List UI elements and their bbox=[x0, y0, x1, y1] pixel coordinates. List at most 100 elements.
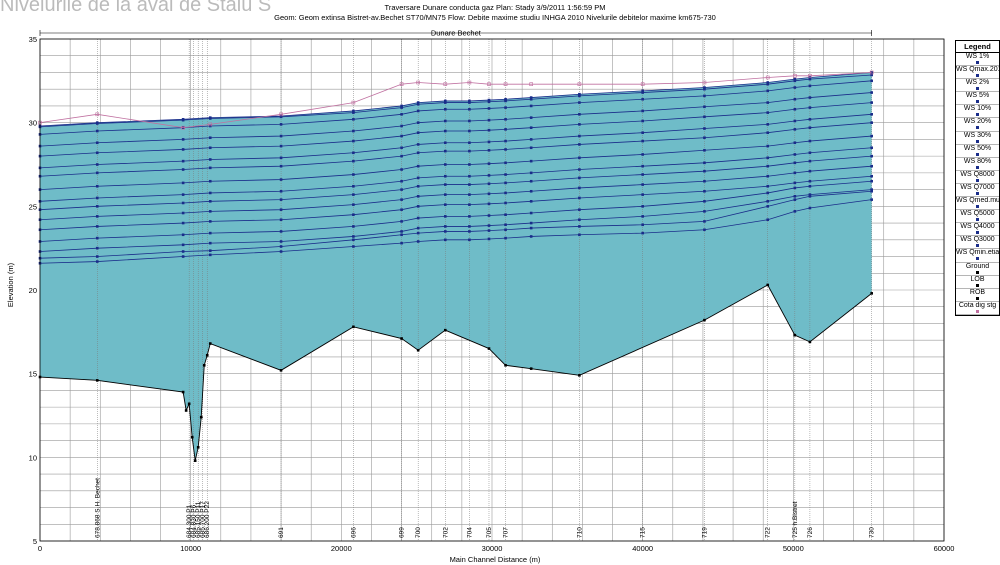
ws-point bbox=[487, 107, 491, 110]
ws-point bbox=[641, 215, 644, 218]
ws-point bbox=[529, 235, 533, 238]
ws-point bbox=[808, 194, 812, 198]
ws-point bbox=[504, 191, 507, 195]
ws-point bbox=[641, 173, 644, 176]
ws-point bbox=[487, 118, 491, 122]
ws-point bbox=[443, 129, 447, 133]
ws-line bbox=[39, 135, 872, 190]
ground-point bbox=[181, 390, 185, 394]
ws-point bbox=[487, 182, 491, 186]
ws-point bbox=[95, 129, 99, 133]
ws-point bbox=[181, 159, 185, 163]
ws-point bbox=[279, 134, 283, 138]
y-tick-label: 25 bbox=[29, 202, 37, 211]
river-station-label: 696 bbox=[350, 527, 357, 538]
ground-point bbox=[352, 325, 355, 329]
river-station-label: 702 bbox=[442, 527, 449, 538]
legend-item-label: WS Qmax.2010 bbox=[956, 66, 999, 74]
legend-item-symbol bbox=[956, 152, 999, 156]
ws-point bbox=[703, 136, 706, 140]
ws-point bbox=[703, 161, 706, 165]
river-station-label: 730 bbox=[869, 527, 876, 538]
ws-point bbox=[400, 220, 403, 223]
ws-point bbox=[808, 106, 812, 109]
ws-line bbox=[39, 92, 872, 147]
ws-point bbox=[181, 255, 185, 258]
ws-point bbox=[208, 146, 212, 150]
legend-item-symbol bbox=[956, 87, 999, 91]
ws-point bbox=[529, 226, 533, 230]
levee-point bbox=[577, 82, 582, 86]
ground-point bbox=[190, 435, 194, 439]
legend-item-symbol bbox=[956, 165, 999, 169]
y-tick-label: 30 bbox=[29, 119, 37, 128]
legend-item-label: WS 30% bbox=[963, 131, 992, 139]
ws-point bbox=[208, 136, 212, 140]
x-tick-label: 60000 bbox=[934, 544, 955, 553]
ws-point bbox=[870, 146, 873, 150]
ws-point bbox=[416, 240, 420, 243]
river-station-label: 705 bbox=[486, 527, 493, 538]
river-station-label: 710 bbox=[576, 527, 583, 538]
legend-item-label: WS 5% bbox=[965, 92, 990, 100]
ws-point bbox=[487, 229, 491, 232]
ws-point bbox=[400, 241, 403, 245]
ws-point bbox=[279, 123, 283, 126]
ws-point bbox=[766, 205, 770, 208]
legend-item: WS Qmed.multian bbox=[956, 197, 999, 211]
ws-point bbox=[279, 245, 283, 248]
ws-point bbox=[766, 200, 770, 203]
ws-point bbox=[352, 225, 355, 228]
river-station-label: 719 bbox=[701, 527, 708, 538]
ws-point bbox=[870, 79, 873, 83]
ws-point bbox=[870, 154, 873, 158]
ws-point bbox=[208, 117, 212, 120]
levee-point bbox=[640, 82, 645, 86]
ws-point bbox=[279, 189, 283, 193]
ws-point bbox=[468, 230, 471, 233]
ws-point bbox=[279, 144, 283, 148]
ws-point bbox=[487, 214, 491, 217]
ws-point bbox=[352, 193, 355, 196]
ground-point bbox=[202, 364, 206, 367]
ws-point bbox=[808, 77, 812, 81]
ws-point bbox=[208, 253, 212, 257]
legend-item: WS 20% bbox=[956, 118, 999, 132]
ws-point bbox=[352, 173, 355, 176]
ws-point bbox=[578, 123, 581, 126]
legend-item-symbol bbox=[956, 100, 999, 104]
legend-item: WS 2% bbox=[956, 79, 999, 93]
legend-item: WS Qmin.etiaj bbox=[956, 249, 999, 263]
ws-point bbox=[279, 240, 283, 243]
ws-point bbox=[468, 174, 471, 178]
ws-point bbox=[416, 164, 420, 168]
ws-point bbox=[703, 169, 706, 173]
ws-point bbox=[641, 109, 644, 113]
ws-point bbox=[181, 181, 185, 185]
ws-point bbox=[443, 99, 447, 103]
ws-point bbox=[529, 189, 533, 193]
ws-point bbox=[641, 139, 644, 143]
ground-point bbox=[416, 348, 420, 352]
ws-point bbox=[400, 179, 403, 183]
ws-point bbox=[352, 203, 355, 206]
ws-point bbox=[504, 236, 507, 240]
legend-item-symbol bbox=[956, 270, 999, 274]
ground-point bbox=[578, 374, 581, 377]
x-tick-label: 30000 bbox=[482, 544, 503, 553]
ws-point bbox=[504, 106, 507, 109]
ws-point bbox=[578, 92, 581, 96]
ws-point bbox=[641, 205, 644, 208]
ws-point bbox=[504, 228, 507, 232]
reach-label: Dunare Bechet bbox=[431, 29, 482, 38]
ws-point bbox=[400, 198, 403, 201]
ws-point bbox=[703, 86, 706, 89]
ws-point bbox=[529, 97, 533, 101]
ws-point bbox=[443, 141, 447, 145]
ws-point bbox=[504, 128, 507, 131]
ws-point bbox=[95, 205, 99, 208]
ws-point bbox=[578, 113, 581, 116]
ws-point bbox=[793, 79, 797, 83]
ws-point bbox=[443, 163, 447, 166]
ws-point bbox=[504, 181, 507, 185]
